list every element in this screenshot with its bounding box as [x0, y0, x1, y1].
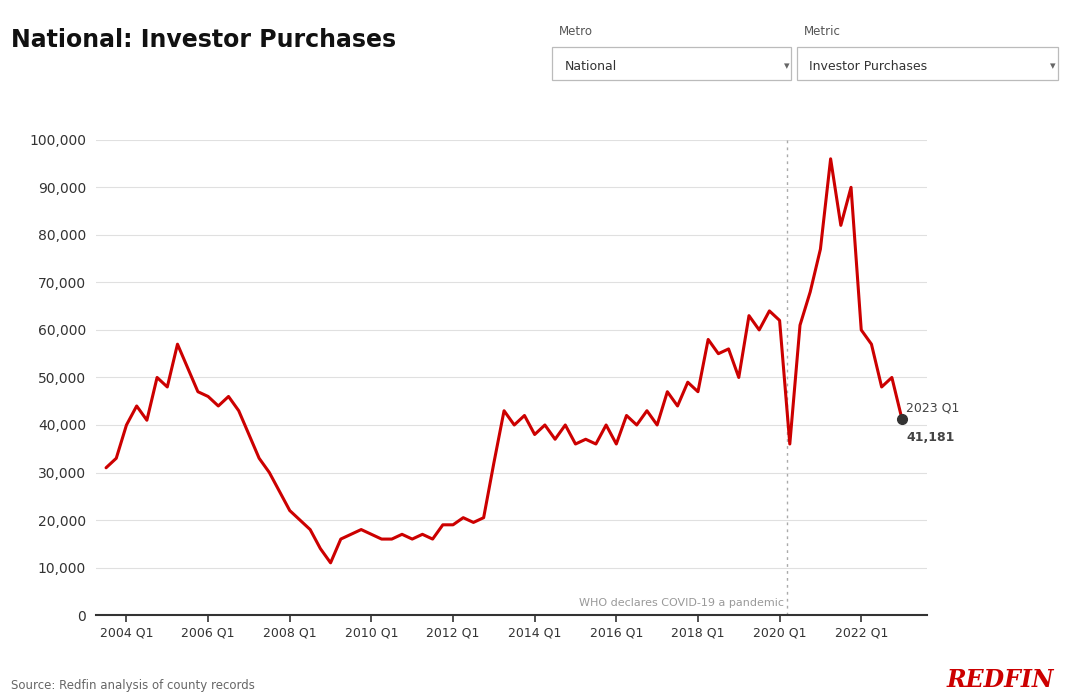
- Text: 2023 Q1: 2023 Q1: [906, 402, 960, 415]
- Text: Investor Purchases: Investor Purchases: [809, 60, 928, 73]
- Text: National: Investor Purchases: National: Investor Purchases: [11, 28, 396, 52]
- Text: ▾: ▾: [1050, 62, 1055, 71]
- Text: 41,181: 41,181: [906, 431, 954, 445]
- Text: REDFIN: REDFIN: [947, 668, 1054, 692]
- Text: Metro: Metro: [559, 25, 593, 38]
- Text: Source: Redfin analysis of county records: Source: Redfin analysis of county record…: [11, 679, 255, 692]
- Text: ▾: ▾: [784, 62, 789, 71]
- Text: National: National: [564, 60, 617, 73]
- Text: WHO declares COVID-19 a pandemic: WHO declares COVID-19 a pandemic: [579, 598, 785, 608]
- Text: Metric: Metric: [804, 25, 841, 38]
